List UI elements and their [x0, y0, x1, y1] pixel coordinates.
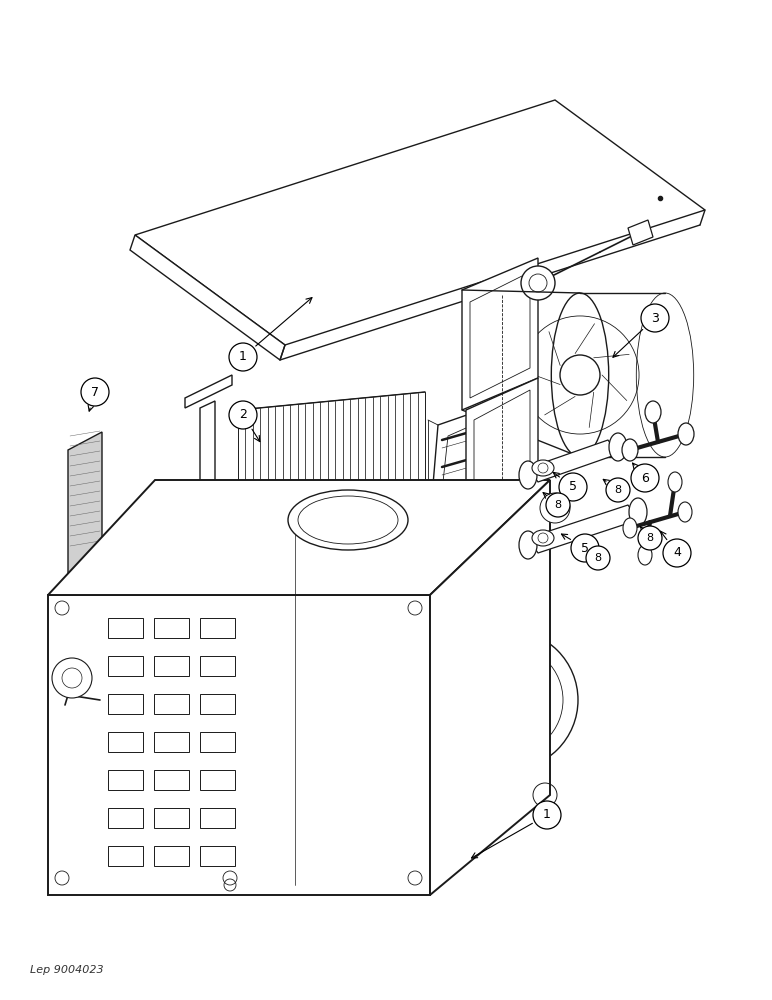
- Polygon shape: [528, 440, 618, 482]
- Circle shape: [229, 401, 257, 429]
- Polygon shape: [185, 507, 232, 540]
- Text: 8: 8: [646, 533, 654, 543]
- Text: 8: 8: [615, 485, 621, 495]
- Circle shape: [533, 801, 561, 829]
- Polygon shape: [466, 378, 538, 532]
- Text: 1: 1: [239, 351, 247, 363]
- Ellipse shape: [288, 490, 408, 550]
- Text: 2: 2: [239, 408, 247, 422]
- Circle shape: [546, 493, 570, 517]
- Polygon shape: [185, 375, 232, 408]
- Circle shape: [81, 378, 109, 406]
- Polygon shape: [428, 400, 510, 545]
- Polygon shape: [430, 480, 550, 895]
- Text: 8: 8: [594, 553, 601, 563]
- Text: 7: 7: [91, 385, 99, 398]
- Ellipse shape: [532, 530, 554, 546]
- Circle shape: [606, 478, 630, 502]
- Text: 4: 4: [673, 546, 681, 560]
- Polygon shape: [528, 505, 638, 553]
- Circle shape: [438, 630, 578, 770]
- Polygon shape: [462, 258, 538, 410]
- Ellipse shape: [638, 545, 652, 565]
- Ellipse shape: [668, 472, 682, 492]
- Polygon shape: [48, 595, 430, 895]
- Circle shape: [560, 355, 600, 395]
- Ellipse shape: [678, 423, 694, 445]
- Polygon shape: [628, 220, 653, 245]
- Text: 5: 5: [569, 481, 577, 493]
- Text: 6: 6: [641, 472, 649, 485]
- Polygon shape: [130, 235, 285, 360]
- Ellipse shape: [551, 293, 608, 457]
- Ellipse shape: [645, 401, 661, 423]
- Text: 5: 5: [581, 542, 589, 554]
- Circle shape: [52, 658, 92, 698]
- Circle shape: [571, 534, 599, 562]
- Circle shape: [229, 343, 257, 371]
- Text: 3: 3: [651, 312, 659, 324]
- Ellipse shape: [609, 433, 627, 461]
- Polygon shape: [200, 401, 215, 547]
- Ellipse shape: [519, 531, 537, 559]
- Circle shape: [641, 304, 669, 332]
- Text: 8: 8: [554, 500, 561, 510]
- Text: Lep 9004023: Lep 9004023: [30, 965, 103, 975]
- Ellipse shape: [519, 461, 537, 489]
- Circle shape: [559, 473, 587, 501]
- Ellipse shape: [678, 502, 692, 522]
- Text: 1: 1: [543, 808, 551, 822]
- Circle shape: [638, 526, 662, 550]
- Polygon shape: [68, 432, 102, 573]
- Ellipse shape: [623, 518, 637, 538]
- Polygon shape: [135, 100, 705, 345]
- Circle shape: [631, 464, 659, 492]
- Circle shape: [586, 546, 610, 570]
- Ellipse shape: [629, 498, 647, 526]
- Polygon shape: [48, 480, 550, 595]
- Circle shape: [663, 539, 691, 567]
- Circle shape: [540, 493, 570, 523]
- Ellipse shape: [622, 439, 638, 461]
- Circle shape: [521, 266, 555, 300]
- Ellipse shape: [532, 460, 554, 476]
